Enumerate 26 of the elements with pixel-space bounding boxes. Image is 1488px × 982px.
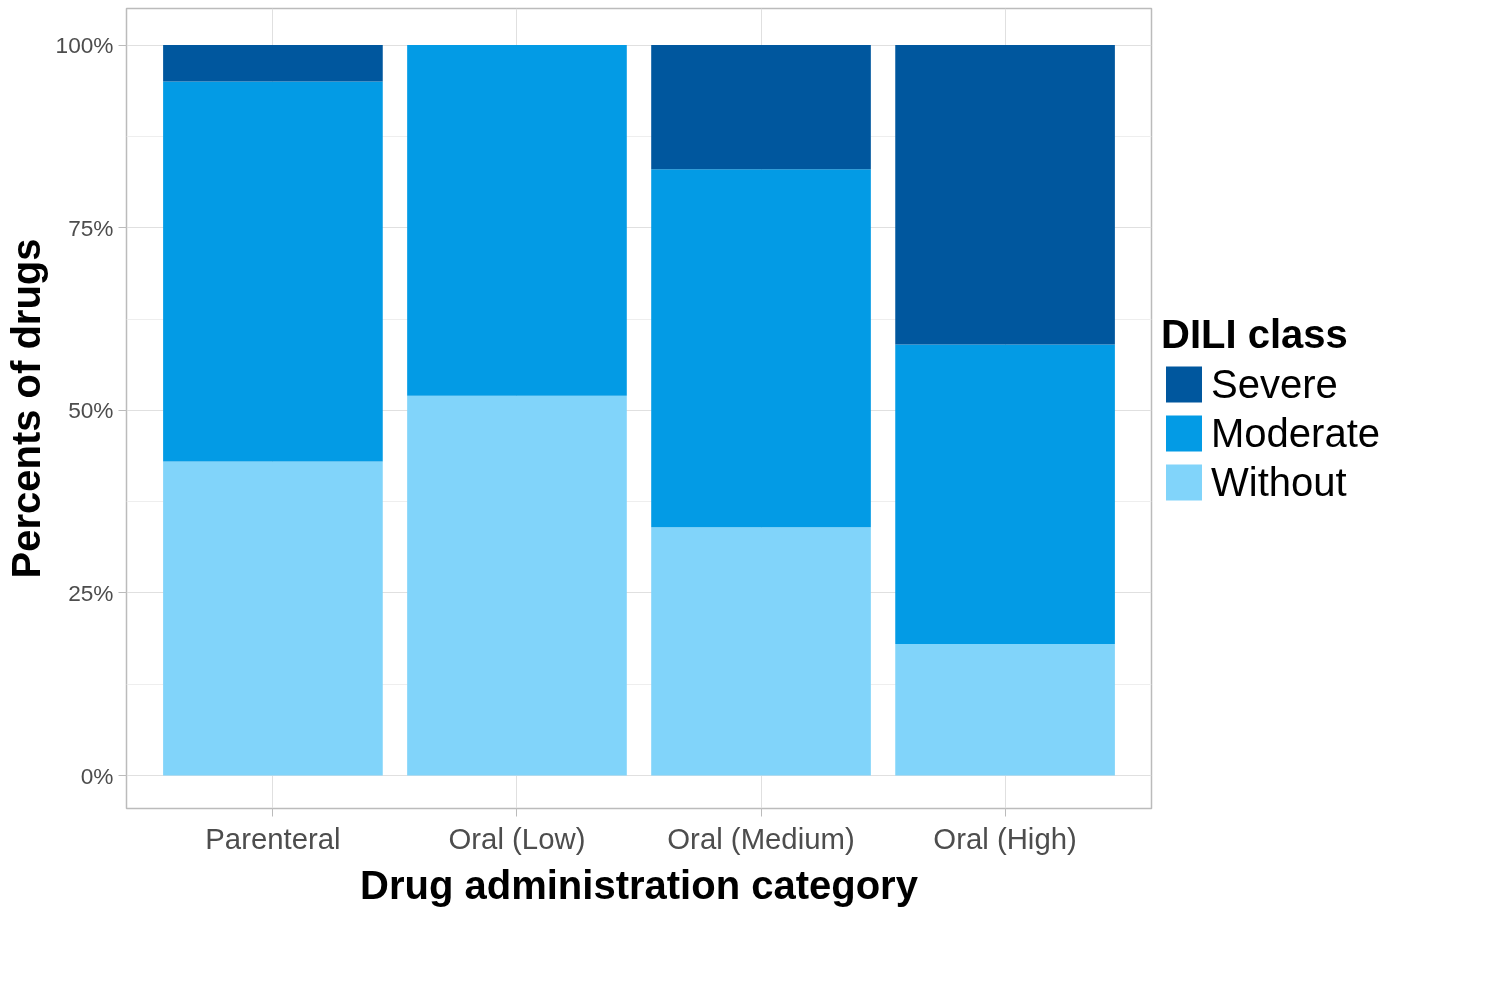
- y-axis-title: Percents of drugs: [3, 238, 48, 579]
- bar: [163, 461, 383, 776]
- legend-title: DILI class: [1161, 311, 1349, 357]
- bar: [163, 81, 383, 462]
- legend-label: Without: [1211, 459, 1347, 505]
- y-tick-label: 100%: [55, 32, 114, 59]
- bar: [895, 344, 1115, 645]
- bar: [163, 45, 383, 82]
- bar: [407, 395, 627, 776]
- legend-label: Severe: [1211, 361, 1338, 407]
- bar: [651, 169, 871, 528]
- x-tick-label: Oral (High): [933, 821, 1077, 855]
- x-tick-label: Oral (Low): [448, 821, 586, 855]
- y-tick-label: 75%: [68, 214, 114, 241]
- bar: [651, 527, 871, 776]
- bar: [407, 45, 627, 396]
- legend-label: Moderate: [1211, 410, 1380, 456]
- y-tick-label: 25%: [68, 579, 114, 606]
- bar: [651, 45, 871, 170]
- y-tick-label: 0%: [80, 762, 114, 789]
- bar: [895, 45, 1115, 345]
- y-tick-label: 50%: [68, 397, 114, 424]
- x-tick-label: Oral (Medium): [667, 821, 855, 855]
- x-axis-title: Drug administration category: [360, 862, 919, 907]
- bar: [895, 644, 1115, 776]
- x-tick-label: Parenteral: [205, 821, 341, 855]
